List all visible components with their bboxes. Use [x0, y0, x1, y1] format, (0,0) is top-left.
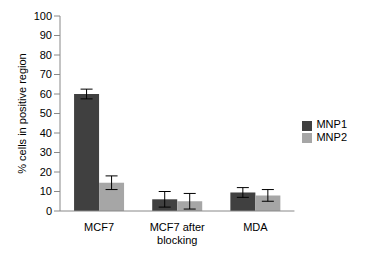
svg-text:30: 30	[40, 146, 52, 158]
svg-text:% cells in positive region: % cells in positive region	[16, 53, 28, 173]
svg-text:20: 20	[40, 166, 52, 178]
svg-text:MDA: MDA	[243, 221, 268, 233]
svg-text:60: 60	[40, 88, 52, 100]
svg-text:MCF7: MCF7	[84, 221, 114, 233]
html-text:MNP1: MNP1	[316, 118, 347, 131]
svg-text:70: 70	[40, 68, 52, 80]
svg-text:40: 40	[40, 127, 52, 139]
svg-text:100: 100	[34, 10, 52, 22]
svg-text:MCF7 afterblocking: MCF7 afterblocking	[150, 221, 205, 246]
svg-text:10: 10	[40, 185, 52, 197]
svg-text:0: 0	[46, 205, 52, 217]
html-text:MNP2: MNP2	[316, 130, 347, 143]
svg-text:90: 90	[40, 29, 52, 41]
svg-text:80: 80	[40, 49, 52, 61]
svg-text:50: 50	[40, 107, 52, 119]
